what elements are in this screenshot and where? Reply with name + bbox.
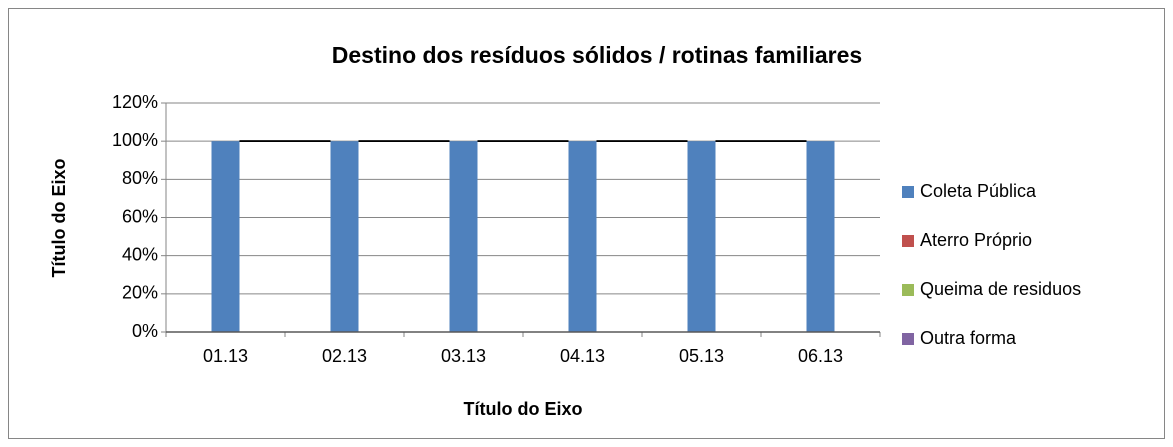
y-tick-label: 40% — [122, 244, 158, 264]
y-tick-label: 80% — [122, 168, 158, 188]
bar-segment — [449, 141, 478, 332]
bar-segment — [330, 141, 359, 332]
x-tick-label: 06.13 — [798, 346, 843, 366]
x-tick-label: 04.13 — [560, 346, 605, 366]
x-tick-label: 03.13 — [441, 346, 486, 366]
bar-segment — [568, 141, 597, 332]
y-tick-label: 0% — [132, 321, 158, 341]
bar-segment — [687, 141, 716, 332]
legend-label: Aterro Próprio — [920, 230, 1032, 250]
legend-swatch — [902, 333, 914, 345]
x-tick-label: 02.13 — [322, 346, 367, 366]
legend-swatch — [902, 284, 914, 296]
x-tick-label: 01.13 — [203, 346, 248, 366]
legend-swatch — [902, 186, 914, 198]
y-tick-label: 60% — [122, 206, 158, 226]
y-tick-label: 100% — [112, 130, 158, 150]
x-tick-label: 05.13 — [679, 346, 724, 366]
y-axis-title: Título do Eixo — [49, 159, 69, 278]
legend-swatch — [902, 235, 914, 247]
legend-label: Outra forma — [920, 328, 1017, 348]
legend-label: Coleta Pública — [920, 181, 1037, 201]
x-axis-title: Título do Eixo — [464, 399, 583, 419]
chart-title: Destino dos resíduos sólidos / rotinas f… — [332, 42, 862, 68]
y-tick-label: 120% — [112, 92, 158, 112]
bar-segment — [211, 141, 240, 332]
legend-label: Queima de residuos — [920, 279, 1081, 299]
y-tick-label: 20% — [122, 283, 158, 303]
bar-segment — [806, 141, 835, 332]
